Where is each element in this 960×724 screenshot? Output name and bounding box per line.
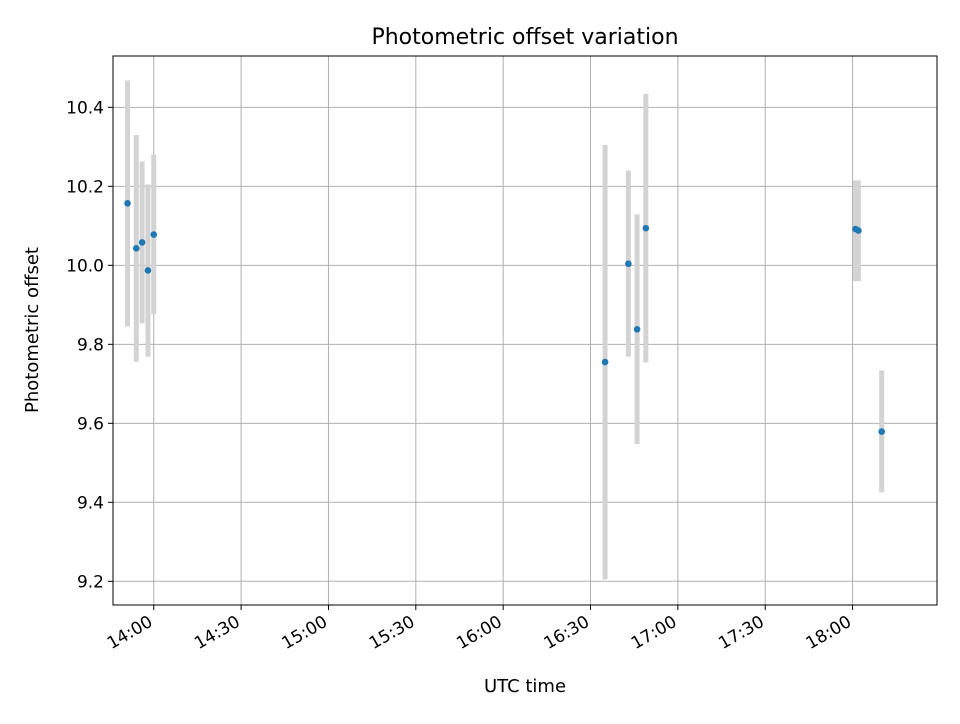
grid xyxy=(113,56,937,605)
y-tick-label: 9.4 xyxy=(77,493,104,513)
x-axis-label: UTC time xyxy=(484,676,566,697)
data-point xyxy=(642,224,650,232)
y-tick-label: 9.8 xyxy=(77,335,104,355)
data-point xyxy=(144,267,152,274)
y-tick-label: 10.0 xyxy=(66,256,104,276)
y-tick-label: 10.4 xyxy=(66,98,104,118)
data-point xyxy=(124,200,131,207)
data-point xyxy=(878,428,885,435)
y-tick-label: 10.2 xyxy=(66,177,104,197)
data-point xyxy=(138,239,146,246)
data-point xyxy=(633,326,641,333)
y-tick-label: 9.6 xyxy=(77,414,104,434)
y-tick-label: 9.2 xyxy=(77,572,104,592)
data-point xyxy=(150,231,158,238)
chart-title: Photometric offset variation xyxy=(371,25,678,50)
data-points xyxy=(124,200,885,435)
data-point xyxy=(601,358,609,366)
data-point xyxy=(625,260,632,268)
data-point xyxy=(855,227,862,234)
plot-frame xyxy=(112,55,938,606)
y-axis-label: Photometric offset xyxy=(22,247,43,413)
y-axis-ticks: 9.2 9.4 9.6 9.8 10.0 10.2 10.4 xyxy=(66,98,113,592)
data-point xyxy=(132,245,140,252)
